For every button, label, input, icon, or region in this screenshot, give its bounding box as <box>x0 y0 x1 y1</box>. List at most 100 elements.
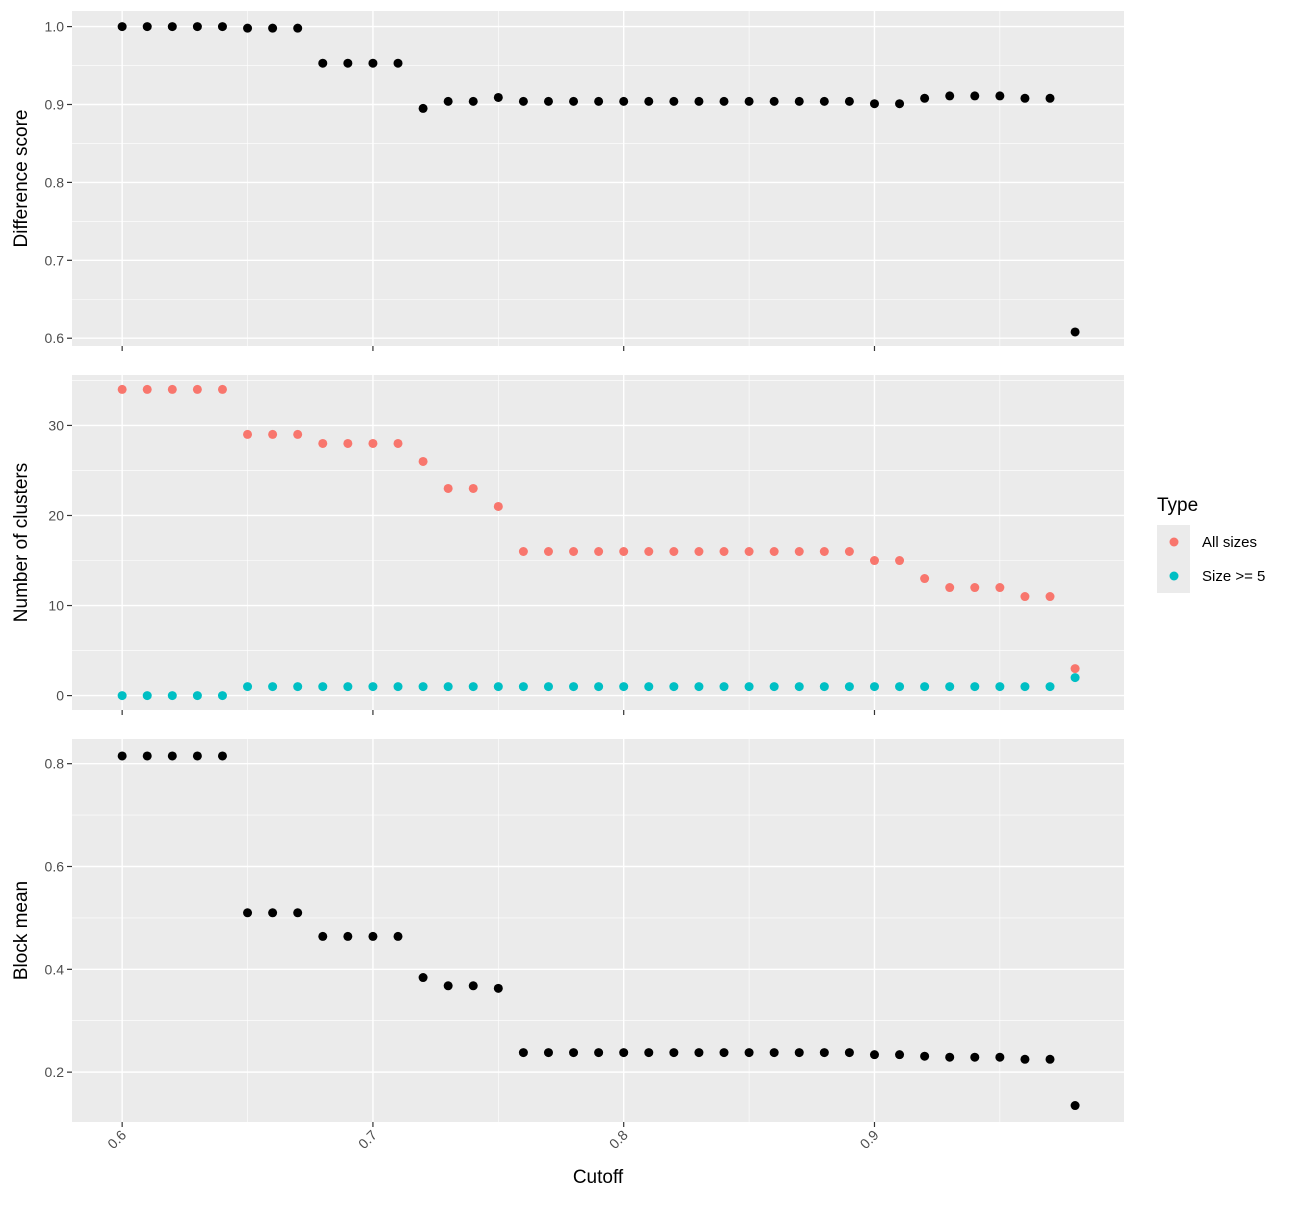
data-point <box>493 501 503 511</box>
data-point <box>895 682 905 692</box>
data-point <box>895 1050 905 1060</box>
data-point <box>970 583 980 593</box>
data-point <box>995 91 1005 101</box>
data-point <box>293 23 303 33</box>
data-point <box>694 682 704 692</box>
data-point <box>343 438 353 448</box>
data-point <box>393 931 403 941</box>
data-point <box>694 547 704 557</box>
y-tick-label: 0.9 <box>45 96 65 112</box>
data-point <box>243 23 253 33</box>
data-point <box>995 1052 1005 1062</box>
data-point <box>243 682 253 692</box>
data-point <box>493 92 503 102</box>
x-axis: 0.6 0.7 0.8 0.9 <box>104 1127 882 1152</box>
data-point <box>343 682 353 692</box>
data-point <box>268 908 278 918</box>
data-point <box>192 22 202 32</box>
y-tick-label: 0 <box>56 688 64 704</box>
data-point <box>468 96 478 106</box>
x-tick-label: 0.8 <box>606 1127 631 1152</box>
data-point <box>844 96 854 106</box>
data-point <box>619 682 629 692</box>
data-point <box>794 682 804 692</box>
data-point <box>167 22 177 32</box>
data-point <box>970 1052 980 1062</box>
data-point <box>769 96 779 106</box>
data-point <box>1020 682 1030 692</box>
data-point <box>869 1050 879 1060</box>
data-point <box>418 973 428 983</box>
data-point <box>192 384 202 394</box>
panel-background <box>72 739 1124 1122</box>
panel-background <box>72 11 1124 346</box>
data-point <box>117 691 127 701</box>
data-point <box>368 58 378 68</box>
data-point <box>1070 1101 1080 1111</box>
data-point <box>895 556 905 566</box>
data-point <box>142 751 152 761</box>
data-point <box>368 682 378 692</box>
data-point <box>167 751 177 761</box>
data-point <box>920 1051 930 1061</box>
y-axis-title: Number of clusters <box>11 463 32 622</box>
data-point <box>142 384 152 394</box>
data-point <box>368 931 378 941</box>
data-point <box>468 682 478 692</box>
data-point <box>418 682 428 692</box>
data-point <box>594 1048 604 1058</box>
series-1 <box>117 22 1080 337</box>
data-point <box>293 682 303 692</box>
data-point <box>844 682 854 692</box>
data-point <box>543 1048 553 1058</box>
data-point <box>117 22 127 32</box>
data-point <box>543 682 553 692</box>
x-tick-label: 0.6 <box>104 1127 129 1152</box>
data-point <box>167 691 177 701</box>
data-point <box>669 682 679 692</box>
data-point <box>794 1048 804 1058</box>
data-point <box>644 682 654 692</box>
legend: Type All sizes Size >= 5 <box>1157 495 1265 593</box>
data-point <box>217 22 227 32</box>
data-point <box>619 1048 629 1058</box>
y-tick-label: 0.7 <box>45 252 65 268</box>
data-point <box>293 908 303 918</box>
data-point <box>318 58 328 68</box>
data-point <box>142 691 152 701</box>
data-point <box>594 96 604 106</box>
data-point <box>569 547 579 557</box>
panel-2: 0 10 20 30 Number of clusters <box>11 375 1124 715</box>
data-point <box>117 384 127 394</box>
data-point <box>744 547 754 557</box>
data-point <box>293 429 303 439</box>
y-tick-label: 1.0 <box>45 19 65 35</box>
x-tick-label: 0.9 <box>857 1127 882 1152</box>
data-point <box>694 96 704 106</box>
data-point <box>518 547 528 557</box>
data-point <box>869 556 879 566</box>
y-tick-label: 0.6 <box>45 330 65 346</box>
data-point <box>518 682 528 692</box>
y-tick-label: 10 <box>48 598 64 614</box>
data-point <box>192 751 202 761</box>
data-point <box>443 981 453 991</box>
data-point <box>794 96 804 106</box>
y-tick-label: 0.2 <box>45 1064 65 1080</box>
data-point <box>719 682 729 692</box>
data-point <box>920 682 930 692</box>
data-point <box>318 438 328 448</box>
y-tick-label: 0.8 <box>45 756 65 772</box>
data-point <box>1070 673 1080 683</box>
legend-key-size-5 <box>1169 571 1179 581</box>
y-tick-label: 20 <box>48 507 64 523</box>
data-point <box>970 91 980 101</box>
data-point <box>268 23 278 33</box>
panels-layer: 0.6 0.7 0.8 0.9 1.0 Difference score 0 10 20 30 Nu… <box>11 11 1124 1127</box>
data-point <box>217 751 227 761</box>
data-point <box>117 751 127 761</box>
data-point <box>518 1048 528 1058</box>
data-point <box>869 99 879 109</box>
